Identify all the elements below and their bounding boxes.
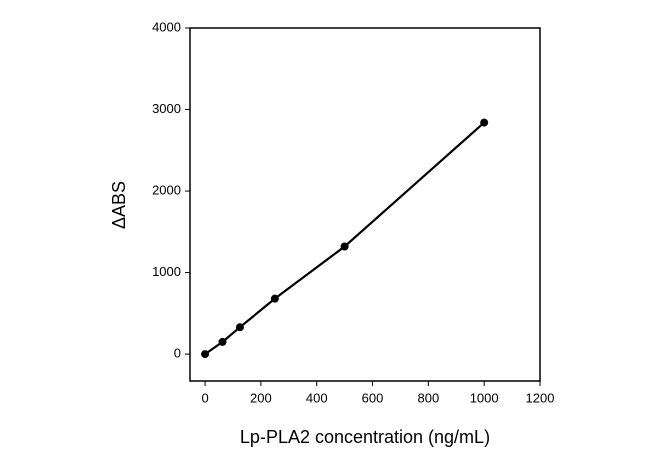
y-tick-label: 3000 <box>152 101 181 116</box>
x-tick-label: 0 <box>201 390 208 405</box>
y-tick-label: 0 <box>174 346 181 361</box>
data-point <box>235 323 244 332</box>
x-tick-label: 1000 <box>470 390 499 405</box>
data-point <box>480 118 489 127</box>
y-tick-label: 1000 <box>152 264 181 279</box>
x-tick-label: 400 <box>306 390 328 405</box>
x-tick-label: 200 <box>250 390 272 405</box>
x-axis-label: Lp-PLA2 concentration (ng/mL) <box>240 427 490 447</box>
y-tick-label: 4000 <box>152 19 181 34</box>
series-line <box>204 121 485 355</box>
data-point <box>218 337 227 346</box>
data-point <box>340 242 349 251</box>
x-tick-label: 600 <box>362 390 384 405</box>
data-point <box>201 350 210 359</box>
data-point <box>270 294 279 303</box>
x-tick-label: 800 <box>418 390 440 405</box>
y-tick-label: 2000 <box>152 182 181 197</box>
plot-frame <box>189 27 541 382</box>
y-axis-label: ΔABS <box>109 181 129 229</box>
x-tick-label: 1200 <box>526 390 555 405</box>
